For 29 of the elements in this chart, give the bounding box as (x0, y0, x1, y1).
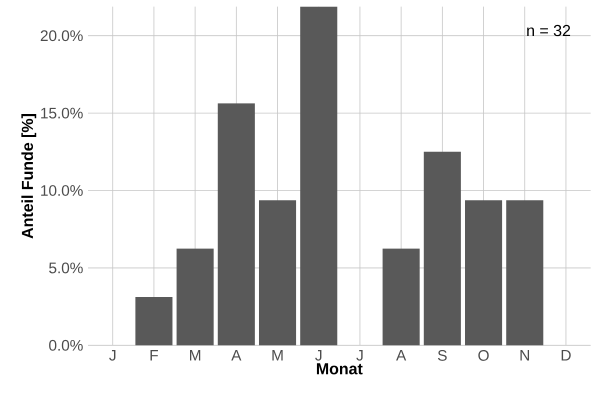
bar (300, 6, 338, 346)
x-tick-label: J (315, 350, 322, 361)
y-tick-label: 20.0% (40, 30, 83, 42)
x-tick-label: N (520, 350, 530, 361)
bar (258, 200, 296, 346)
x-tick-label: F (150, 350, 158, 361)
x-tick-label: A (231, 350, 242, 361)
x-axis-title: Monat (316, 363, 363, 374)
x-tick-label: O (478, 350, 489, 361)
y-tick-label: 5.0% (49, 262, 83, 274)
bar (424, 152, 461, 346)
bar (135, 296, 172, 346)
bar (218, 103, 255, 346)
x-tick-label: A (396, 350, 406, 361)
x-tick-label: S (438, 350, 447, 361)
bar (465, 200, 502, 346)
y-tick-label: 15.0% (41, 108, 83, 119)
x-tick-label: J (109, 350, 116, 361)
x-tick-label: D (562, 350, 571, 361)
y-axis-title: Anteil Funde [%] (21, 114, 36, 238)
bar (506, 200, 544, 346)
x-tick-label: M (272, 350, 283, 361)
annotation: n = 32 (527, 24, 570, 36)
x-tick-label: M (190, 350, 200, 361)
bar (382, 248, 420, 346)
y-tick-label: 0.0% (49, 340, 83, 351)
y-tick-label: 10.0% (41, 185, 83, 196)
x-tick-label: J (356, 350, 363, 361)
bar (176, 248, 214, 346)
